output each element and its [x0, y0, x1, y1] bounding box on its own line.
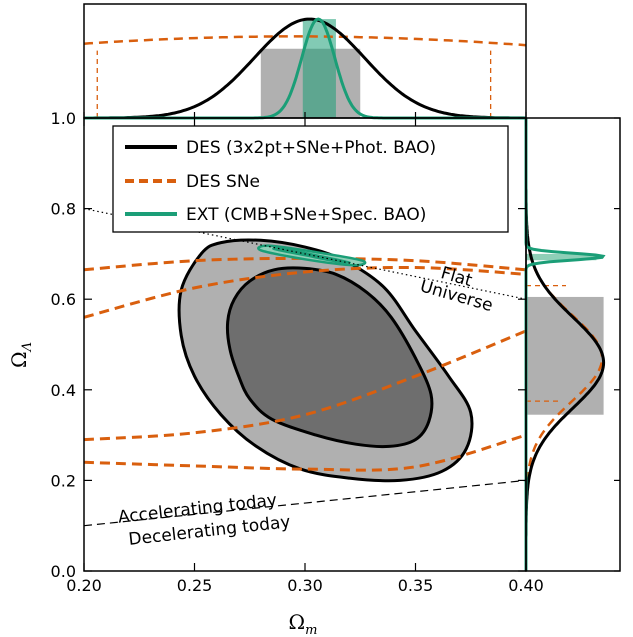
top-panel-tick-label: 1.0	[51, 109, 76, 128]
sne-contour-95-upper	[84, 256, 526, 272]
legend-label-ext: EXT (CMB+SNe+Spec. BAO)	[186, 205, 426, 225]
legend-label-sne: DES SNe	[186, 172, 260, 192]
right-des-band	[526, 296, 604, 415]
sne-contour-95-lower	[84, 433, 526, 472]
x-tick-label: 0.35	[398, 576, 434, 595]
y-tick-label: 0.6	[51, 290, 76, 309]
contour-lines	[84, 208, 526, 527]
y-tick-label: 0.2	[51, 471, 76, 490]
axes	[83, 3, 621, 572]
des-contour-95-line	[177, 238, 474, 483]
y-tick-label: 0.0	[51, 562, 76, 581]
des-contour-68-line	[225, 266, 434, 449]
sne-contour-68-upper	[84, 265, 526, 319]
flat-universe-line	[84, 208, 526, 300]
y-tick-label: 0.4	[51, 381, 76, 400]
top-des-curve	[84, 17, 527, 120]
sne-contour-68-lower	[84, 329, 526, 442]
top-sne-curve	[83, 35, 527, 47]
x-tick-label: 0.40	[508, 576, 544, 595]
y-tick-label: 0.8	[51, 200, 76, 219]
x-axis-label: Ωm	[289, 610, 318, 637]
x-tick-label: 0.30	[287, 576, 323, 595]
x-tick-label: 0.25	[177, 576, 213, 595]
contour-fills	[179, 240, 472, 481]
x-tick-label: 0.20	[66, 576, 102, 595]
legend: DES (3x2pt+SNe+Phot. BAO) DES SNe EXT (C…	[112, 125, 509, 233]
ticks: 0.20 0.25 0.30 0.35 0.40 0.0 0.2 0.4 0.6 0.8 1.0	[51, 109, 620, 595]
des-contour-68-fill	[227, 267, 432, 447]
right-ext-band	[526, 253, 597, 261]
acceleration-boundary-line	[84, 479, 526, 527]
right-frame	[525, 117, 621, 572]
legend-label-des: DES (3x2pt+SNe+Phot. BAO)	[186, 138, 436, 158]
y-axis-label: ΩΛ	[7, 342, 35, 368]
legend-box	[112, 125, 509, 233]
